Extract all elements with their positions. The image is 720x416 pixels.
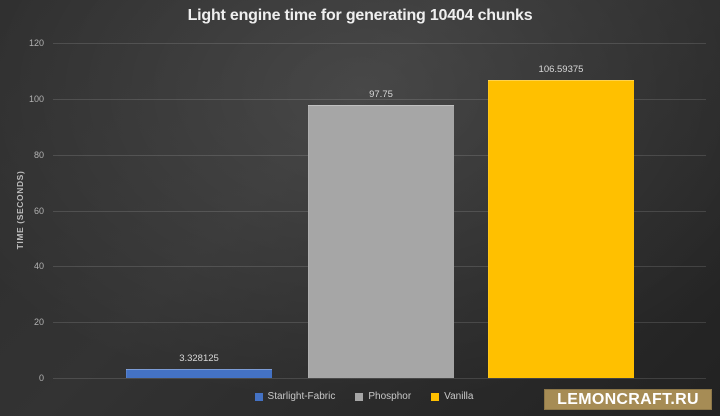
bar-value-label: 3.328125	[179, 352, 219, 364]
y-tick-label: 60	[33, 205, 44, 216]
legend-label: Starlight-Fabric	[267, 391, 336, 402]
legend-label: Phosphor	[368, 391, 412, 402]
legend-marker-icon	[431, 392, 440, 401]
y-tick-label: 80	[33, 149, 44, 160]
y-tick-label: 20	[33, 317, 44, 328]
watermark-badge: LEMONCRAFT.RU	[544, 389, 712, 410]
legend-item-vanilla: Vanilla	[431, 391, 473, 402]
bar-vanilla	[488, 80, 634, 378]
legend-marker-icon	[254, 392, 263, 401]
chart-title: Light engine time for generating 10404 c…	[187, 7, 533, 24]
bar-starlight-fabric	[126, 368, 272, 378]
y-tick-label: 120	[28, 38, 44, 48]
legend-marker-icon	[355, 392, 364, 401]
y-axis-title: TIME (SECONDS)	[15, 170, 25, 250]
y-tick-label: 40	[33, 261, 44, 272]
bar-value-label: 106.59375	[538, 64, 584, 76]
watermark-text: LEMONCRAFT.RU	[557, 390, 699, 408]
gridline-y100	[53, 98, 706, 100]
bar-value-label: 97.75	[369, 89, 393, 101]
gridline-y0	[53, 378, 706, 379]
bar-phosphor	[308, 105, 454, 378]
legend-item-phosphor: Phosphor	[355, 391, 411, 402]
legend: Starlight-Fabric Phosphor Vanilla	[8, 391, 720, 402]
y-tick-label: 100	[28, 93, 44, 104]
plot-area: 0 20 40 60 80 100 120 3.328125 97.75 106.59375	[29, 38, 706, 383]
legend-label: Vanilla	[444, 391, 474, 402]
legend-item-starlight-fabric: Starlight-Fabric	[254, 391, 336, 402]
y-tick-label: 0	[38, 373, 44, 383]
gridline-y120	[53, 43, 706, 44]
